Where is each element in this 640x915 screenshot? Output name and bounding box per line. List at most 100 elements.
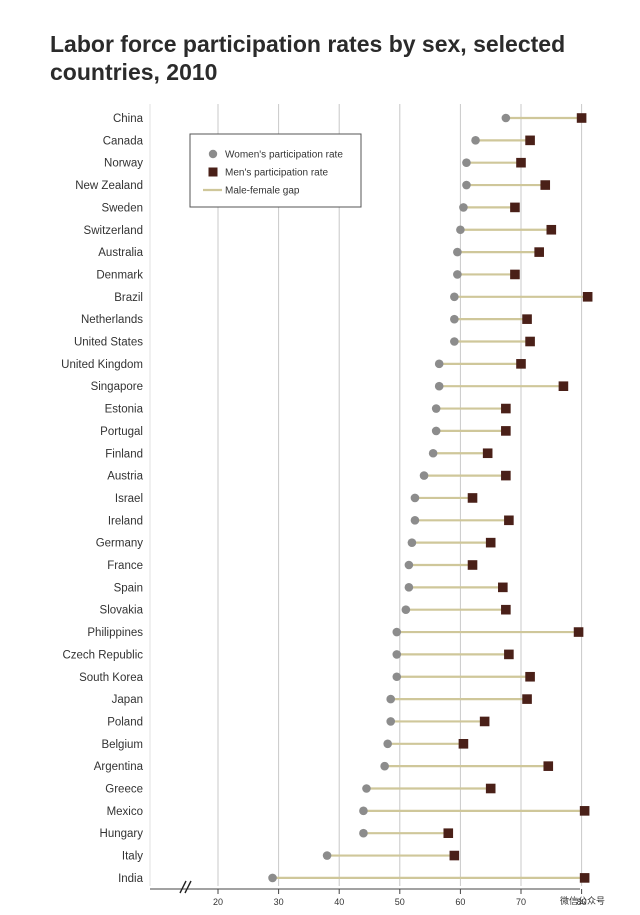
women-point <box>410 493 420 503</box>
country-label: Finland <box>105 448 143 460</box>
women-point <box>407 538 417 547</box>
country-label: Estonia <box>105 404 144 416</box>
country-label: Canada <box>103 135 144 147</box>
men-point <box>576 113 587 123</box>
country-label: Spain <box>114 582 143 594</box>
x-tick-label: 60 <box>455 897 465 907</box>
men-point <box>558 381 569 391</box>
women-point <box>501 113 511 123</box>
country-label: South Korea <box>79 672 144 684</box>
women-point <box>450 292 459 302</box>
women-point <box>404 583 414 592</box>
men-point <box>458 739 469 749</box>
country-label: Singapore <box>91 381 143 393</box>
men-point <box>467 560 478 570</box>
men-point <box>510 202 520 213</box>
women-point <box>392 627 402 637</box>
women-point <box>450 337 459 346</box>
women-point <box>453 247 462 257</box>
men-point <box>522 694 532 704</box>
men-point <box>579 873 590 883</box>
women-point <box>380 761 389 771</box>
men-point <box>504 515 514 526</box>
women-point <box>419 471 429 480</box>
men-point <box>573 627 584 637</box>
chart-title: Labor force participation rates by sex, … <box>50 31 566 85</box>
women-point <box>362 784 371 793</box>
x-tick-label: 40 <box>334 897 344 907</box>
country-label: Austria <box>107 471 143 483</box>
country-label: Poland <box>107 716 143 728</box>
women-point <box>471 136 480 145</box>
men-point <box>467 493 478 503</box>
country-label: United States <box>74 337 143 349</box>
men-point <box>482 448 493 459</box>
watermark: 微信公众号 <box>560 895 605 906</box>
women-point <box>434 381 444 391</box>
gridlines <box>149 104 583 886</box>
country-label: France <box>107 560 143 572</box>
men-point <box>579 806 590 816</box>
x-tick-label: 20 <box>213 897 223 907</box>
women-point <box>404 560 414 570</box>
country-label: Denmark <box>96 269 143 281</box>
country-label: Australia <box>98 247 143 259</box>
men-point <box>504 649 514 660</box>
women-point <box>462 180 471 190</box>
country-label: Czech Republic <box>62 649 143 661</box>
country-label: Portugal <box>100 426 143 438</box>
country-labels: China Canada Norway New Zealand Sweden Switze… <box>61 113 143 885</box>
country-label: United Kingdom <box>61 359 143 371</box>
x-tick-label: 30 <box>274 897 284 907</box>
x-tick-label: 70 <box>516 897 526 907</box>
legend-label-women: Women's participation rate <box>225 150 343 161</box>
women-point <box>392 672 402 682</box>
country-label: Israel <box>115 493 143 505</box>
axis-break-mark <box>179 880 187 894</box>
country-label: Hungary <box>100 828 144 840</box>
women-point <box>450 314 459 324</box>
country-label: Sweden <box>101 202 143 214</box>
country-label: Brazil <box>114 292 143 304</box>
country-label: Greece <box>105 784 143 796</box>
women-point <box>428 448 438 458</box>
men-point <box>443 828 454 838</box>
legend-men-marker <box>208 167 218 177</box>
men-point <box>546 224 557 235</box>
women-point <box>410 516 420 525</box>
country-label: Germany <box>96 538 144 550</box>
country-label: Italy <box>122 851 143 863</box>
men-point <box>479 716 490 727</box>
country-label: Mexico <box>107 806 143 818</box>
women-point <box>386 694 396 704</box>
men-point <box>498 582 508 593</box>
country-label: Philippines <box>87 627 143 639</box>
women-point <box>386 717 396 726</box>
women-point <box>453 270 462 279</box>
legend-label-men: Men's participation rate <box>225 168 329 179</box>
legend-label-gap: Male-female gap <box>225 186 300 197</box>
country-label: Argentina <box>94 761 144 773</box>
men-point <box>516 157 526 168</box>
women-point <box>268 873 277 883</box>
men-point <box>485 783 496 794</box>
legend-women-marker <box>208 149 218 159</box>
country-label: New Zealand <box>75 180 143 192</box>
country-label: Ireland <box>108 515 143 527</box>
men-point <box>543 761 554 771</box>
men-point <box>501 426 511 436</box>
women-point <box>434 359 444 369</box>
men-point <box>485 537 496 548</box>
country-label: Switzerland <box>84 225 143 237</box>
country-label: Norway <box>104 158 143 170</box>
x-tick-label: 80 <box>577 897 587 907</box>
country-label: Netherlands <box>81 314 143 326</box>
women-point <box>431 426 441 436</box>
men-point <box>501 403 511 414</box>
men-point <box>525 135 535 146</box>
axis-break-mark <box>184 880 192 894</box>
women-point <box>322 851 332 860</box>
men-point <box>516 359 526 369</box>
country-label: Belgium <box>101 739 143 751</box>
